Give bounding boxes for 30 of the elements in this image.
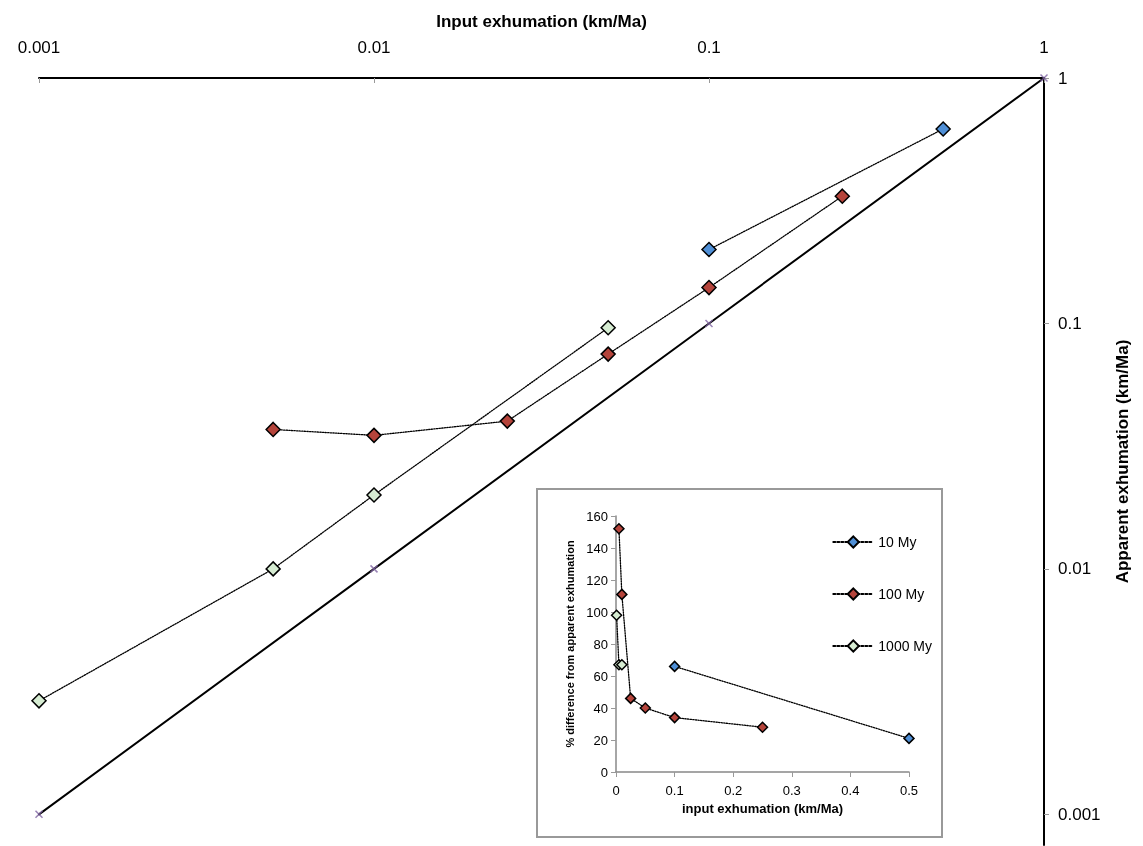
y-tick-label: 20 — [593, 732, 608, 748]
y-axis-title: Apparent exhumation (km/Ma) — [1113, 339, 1132, 584]
x-tick-label: 1 — [1039, 38, 1049, 57]
x-tick-label: 0.3 — [782, 783, 801, 798]
x-tick-label: 0.01 — [357, 38, 391, 57]
y-tick-label: 0 — [600, 764, 608, 780]
y-tick-label: 120 — [586, 572, 608, 588]
y-tick-label: 160 — [586, 508, 608, 524]
x-tick-label: 0.1 — [697, 38, 721, 57]
x-tick-label: 0 — [612, 783, 620, 798]
y-axis-title: % difference from apparent exhumation — [563, 540, 576, 748]
y-tick-label: 60 — [593, 668, 608, 684]
x-tick-label: 0.1 — [665, 783, 684, 798]
y-tick-label: 140 — [586, 540, 608, 556]
x-tick-label: 0.001 — [17, 38, 61, 57]
y-tick-label: 0.01 — [1058, 559, 1092, 579]
x-tick-label: 0.4 — [841, 783, 860, 798]
x-axis-title: input exhumation (km/Ma) — [681, 800, 844, 816]
y-tick-label: 1 — [1058, 68, 1068, 88]
x-tick-label: 0.5 — [899, 783, 919, 798]
legend-label: 100 My — [878, 586, 925, 602]
y-tick-label: 100 — [586, 604, 608, 620]
x-axis-title: Input exhumation (km/Ma) — [436, 12, 647, 31]
y-tick-label: 40 — [593, 700, 608, 716]
legend-label: 1000 My — [878, 638, 933, 654]
y-tick-label: 0.1 — [1058, 313, 1082, 333]
y-tick-label: 0.001 — [1058, 804, 1101, 824]
y-tick-label: 80 — [593, 636, 608, 652]
legend-label: 10 My — [878, 534, 917, 550]
x-tick-label: 0.2 — [724, 783, 743, 798]
